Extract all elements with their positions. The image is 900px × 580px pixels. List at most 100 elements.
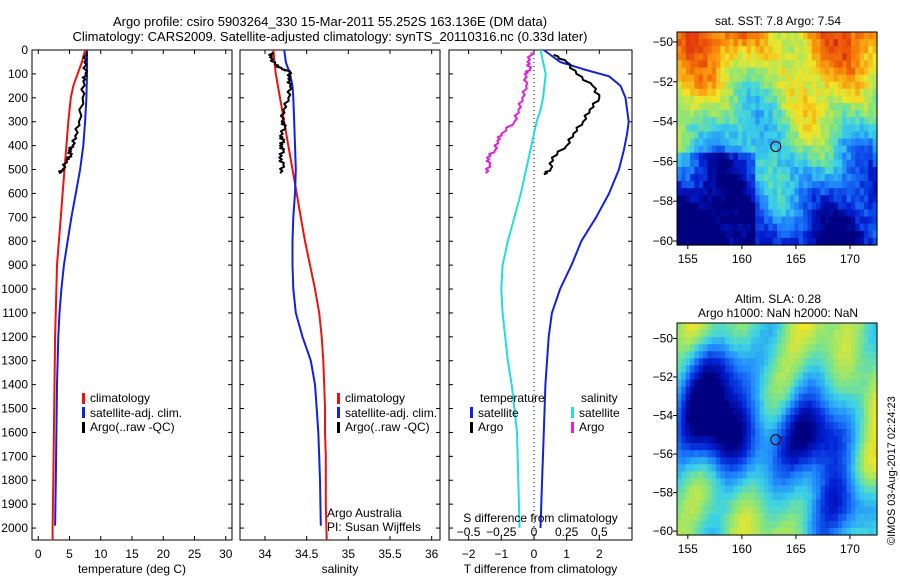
map-cell [746,464,752,472]
map-cell [746,351,752,359]
map-cell [829,209,835,218]
map-cell [681,330,687,338]
map-cell [863,138,869,147]
map-cell [707,209,713,218]
map-cell [790,152,795,161]
map-cell [716,230,722,239]
map-cell [772,421,778,430]
map-cell [868,131,874,140]
map-cell [868,53,874,61]
map-cell [846,365,852,374]
map-cell [724,46,730,54]
map-cell [742,152,748,161]
map-cell [707,344,713,352]
map-cell [750,188,756,196]
map-cell [724,400,730,409]
map-cell [768,407,774,416]
map-cell [681,159,687,168]
map-cell [677,110,682,118]
map-cell [763,450,769,458]
map-cell [855,95,861,104]
map-cell [772,159,778,168]
map-cell [720,138,726,147]
map-cell [746,414,752,423]
map-cell [829,471,835,480]
map-cell [846,39,852,47]
map-cell [859,67,865,76]
map-cell [737,429,743,437]
map-cell [833,88,839,97]
map-cell [729,492,735,501]
map-cell [677,60,682,69]
map-cell [729,110,735,118]
map-cell [811,400,817,409]
map-cell [807,230,813,239]
map-cell [737,471,743,480]
map-cell [790,450,795,458]
map-cell [824,457,830,465]
map-cell [816,471,822,480]
map-cell [824,400,830,409]
map-cell [729,67,735,76]
map-cell [829,124,835,132]
map-cell [677,181,682,189]
map-cell [794,152,800,161]
map-cell [694,124,700,132]
x-axis-label: temperature (deg C) [78,562,186,576]
map-cell [677,74,682,83]
map-cell [694,195,700,203]
map-cell [868,195,874,203]
map-cell [777,379,782,388]
map-cell [837,181,843,189]
map-cell [807,237,813,246]
map-cell [677,365,682,374]
map-cell [707,131,713,140]
map-cell [711,39,717,47]
map-cell [816,457,822,465]
map-cell [729,450,735,458]
map-cell [763,95,769,104]
map-cell [698,393,704,402]
map-cell [833,74,839,83]
map-cell [781,223,787,232]
map-cell [798,471,804,480]
map-cell [842,131,848,140]
map-cell [820,421,826,430]
x-tick-label: 20 [157,547,171,561]
map-cell [746,492,752,501]
map-cell [790,407,795,416]
map-cell [746,365,752,374]
panel-temperature [31,49,233,541]
map-cell [781,365,787,374]
map-cell [690,103,695,111]
map-cell [742,195,748,203]
map-cell [777,46,782,54]
map-cell [768,351,774,359]
map-cell [768,67,774,76]
map-cell [777,393,782,402]
map-cell [711,103,717,111]
map-cell [763,103,769,111]
map-cell [772,67,778,76]
map-cell [698,414,704,423]
map-cell [850,74,856,83]
map-cell [685,450,691,458]
map-cell [837,400,843,409]
map-cell [690,513,695,522]
map-cell [694,499,700,508]
map-cell [733,443,739,451]
map-cell [850,400,856,409]
map-cell [737,421,743,430]
map-cell [837,372,843,381]
map-cell [694,323,700,331]
map-cell [872,421,878,430]
map-cell [868,330,874,338]
map-cell [863,230,869,239]
map-cell [829,464,835,472]
map-cell [746,372,752,381]
map-cell [785,53,791,61]
map-cell [807,152,813,161]
map-cell [755,471,761,480]
map-cell [685,400,691,409]
map-cell [842,202,848,211]
